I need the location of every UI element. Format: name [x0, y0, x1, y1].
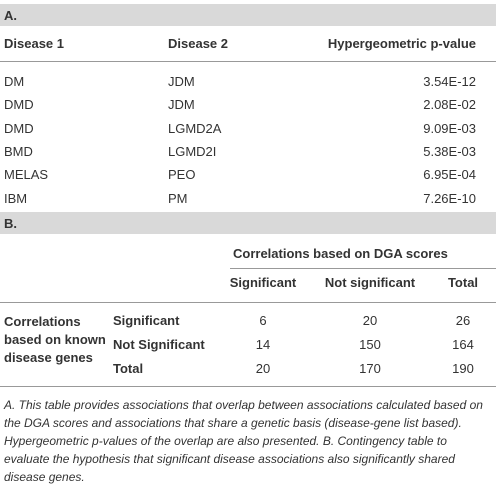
- cell: PEO: [168, 167, 196, 183]
- cell: LGMD2A: [168, 120, 222, 136]
- cell: DMD: [4, 120, 34, 136]
- cell: 170: [359, 361, 381, 376]
- cell: MELAS: [4, 167, 49, 183]
- cell: 5.38E-03: [423, 143, 476, 159]
- cell: 26: [455, 313, 471, 328]
- cell: 150: [359, 337, 381, 352]
- cell: LGMD2I: [168, 143, 217, 159]
- cell: 7.26E-10: [423, 190, 476, 206]
- cell: 20: [255, 361, 271, 376]
- footnote: A. This table provides associations that…: [4, 398, 483, 484]
- column-header: Hypergeometric p-value: [327, 36, 476, 51]
- row-header: Significant: [113, 313, 180, 328]
- column-header: Significant: [229, 275, 297, 290]
- cell: DM: [4, 74, 25, 89]
- cell: DMD: [4, 97, 34, 113]
- row-header: Not Significant: [113, 337, 205, 352]
- section-label: B.: [4, 216, 17, 231]
- section-label: A.: [4, 8, 17, 23]
- cell: BMD: [4, 143, 33, 159]
- cell: IBM: [4, 190, 28, 206]
- cell: 9.09E-03: [423, 120, 476, 136]
- cell: 3.54E-12: [423, 74, 476, 89]
- cell: JDM: [168, 97, 195, 113]
- section-bar: [0, 4, 496, 26]
- rule: [0, 302, 496, 303]
- cell: 164: [452, 337, 474, 352]
- rule: [0, 61, 496, 62]
- cell: 190: [452, 361, 474, 376]
- column-header: Not significant: [324, 275, 416, 290]
- cell: JDM: [168, 74, 195, 89]
- column-header: Disease 1: [4, 36, 64, 51]
- row-group: Correlations based on known disease gene…: [4, 314, 106, 365]
- column-header: Total: [447, 275, 479, 290]
- cell: 6: [259, 313, 267, 328]
- section-bar: [0, 212, 496, 234]
- rule: [0, 386, 496, 387]
- cell: 6.95E-04: [423, 167, 476, 183]
- cell: 14: [255, 337, 271, 352]
- column-header: Disease 2: [168, 36, 228, 51]
- cell: PM: [168, 190, 188, 206]
- row-header: Total: [113, 361, 144, 376]
- column-group: Correlations based on DGA scores: [233, 246, 448, 261]
- cell: 20: [362, 313, 378, 328]
- rule: [230, 268, 496, 269]
- cell: 2.08E-02: [423, 97, 476, 113]
